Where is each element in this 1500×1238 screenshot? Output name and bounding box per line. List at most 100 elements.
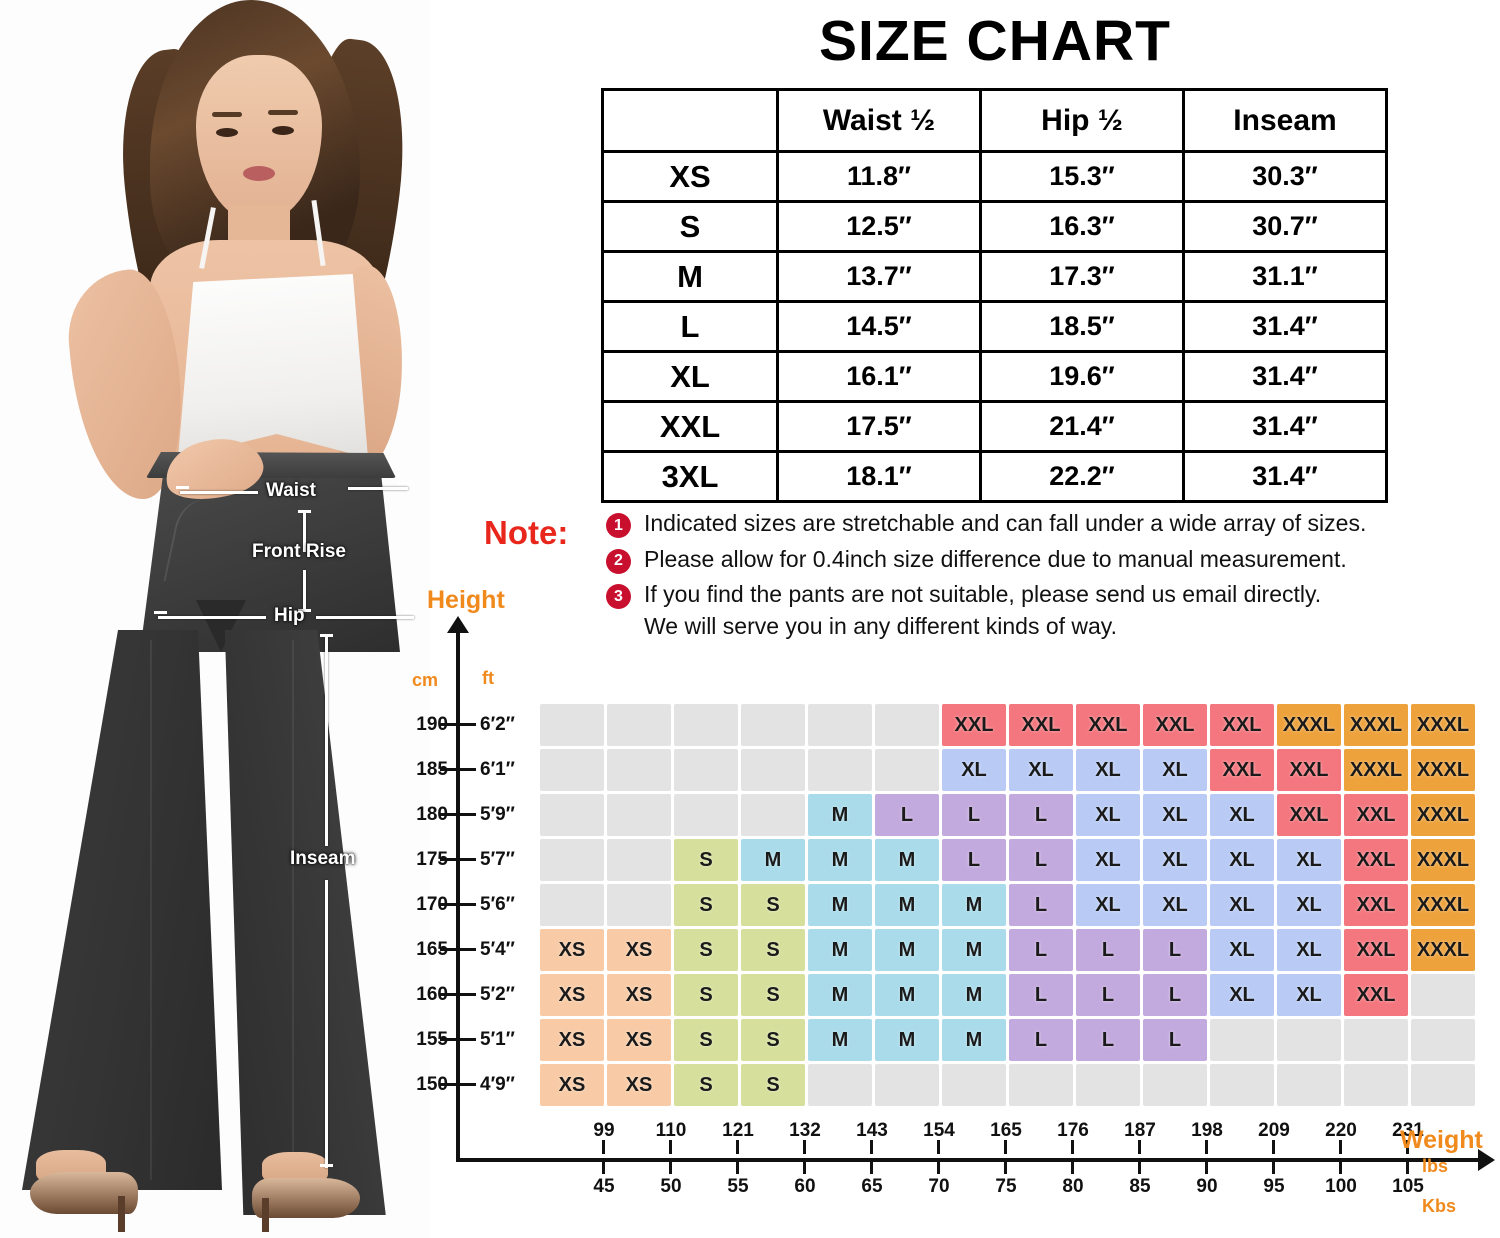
x-axis-arrow-icon — [1478, 1149, 1495, 1171]
eyebrow-right-decoration — [268, 110, 298, 115]
grid-cell-label: XXL — [1356, 983, 1396, 1006]
x-tick-mark-bottom — [1071, 1160, 1074, 1174]
cell-size: L — [601, 300, 779, 353]
grid-cell-xl: XL — [1143, 794, 1207, 836]
grid-cell-l: L — [1009, 929, 1073, 971]
grid-cell-xl: XL — [1277, 929, 1341, 971]
x-tick-mark-bottom — [937, 1160, 940, 1174]
grid-cell-empty — [875, 749, 939, 791]
grid-cell-label: M — [898, 938, 916, 961]
grid-cell-xs: XS — [607, 1064, 671, 1106]
cell-hip: 15.3″ — [979, 150, 1185, 203]
x-tick-label-kbs: 70 — [928, 1176, 950, 1197]
size-recommendation-grid: XXL XXL XXL XXL XXL XXXL XXXL XXXL XL XL XL XL XXL XX… — [540, 704, 1475, 1106]
grid-cell-xs: XS — [607, 1019, 671, 1061]
table-header-size — [601, 88, 779, 153]
grid-cell-label: XL — [1095, 893, 1121, 916]
grid-cell-label: M — [898, 1028, 916, 1051]
grid-cell-label: M — [831, 803, 849, 826]
grid-cell-label: L — [1101, 1028, 1115, 1051]
x-tick-label-lbs: 220 — [1325, 1120, 1357, 1141]
x-tick-mark-bottom — [1205, 1160, 1208, 1174]
y-tick-label-ft: 5′1″ — [480, 1029, 515, 1050]
grid-cell-xs: XS — [540, 974, 604, 1016]
grid-cell-s: S — [674, 1064, 738, 1106]
grid-cell-label: XXXL — [1282, 713, 1336, 736]
x-tick-mark-top — [1205, 1140, 1208, 1154]
x-tick-mark-top — [602, 1140, 605, 1154]
grid-cell-label: XXL — [1088, 713, 1128, 736]
grid-cell-xl: XL — [1076, 884, 1140, 926]
grid-cell-label: S — [699, 938, 713, 961]
grid-cell-label: XS — [558, 983, 586, 1006]
front-rise-callout-label: Front Rise — [252, 541, 346, 562]
pants-seam-left-decoration — [150, 640, 152, 1180]
cell-waist: 14.5″ — [776, 300, 982, 353]
x-tick-label-kbs: 60 — [794, 1176, 816, 1197]
grid-cell-xxxl: XXXL — [1277, 704, 1341, 746]
grid-cell-label: M — [831, 938, 849, 961]
cell-inseam: 31.4″ — [1182, 450, 1388, 503]
grid-cell-empty — [607, 794, 671, 836]
grid-cell-label: XXL — [1155, 713, 1195, 736]
grid-cell-label: XXXL — [1416, 713, 1470, 736]
grid-cell-empty — [741, 704, 805, 746]
grid-cell-l: L — [1009, 1019, 1073, 1061]
y-tick-mark-right — [459, 948, 476, 951]
grid-cell-label: XL — [1162, 803, 1188, 826]
grid-cell-label: XL — [1296, 938, 1322, 961]
grid-cell-l: L — [1076, 1019, 1140, 1061]
grid-cell-empty — [1411, 1019, 1475, 1061]
x-tick-label-lbs: 187 — [1124, 1120, 1156, 1141]
table-row: S 12.5″ 16.3″ 30.7″ — [601, 200, 1388, 253]
cell-size: XS — [601, 150, 779, 203]
grid-cell-empty — [1411, 1064, 1475, 1106]
grid-cell-label: XL — [1028, 758, 1054, 781]
y-tick-mark-right — [459, 813, 476, 816]
y-tick-mark-right — [459, 993, 476, 996]
grid-cell-empty — [1210, 1064, 1274, 1106]
x-tick-label-lbs: 165 — [990, 1120, 1022, 1141]
grid-cell-m: M — [875, 1019, 939, 1061]
grid-cell-s: S — [674, 839, 738, 881]
grid-cell-m: M — [808, 794, 872, 836]
grid-cell-m: M — [741, 839, 805, 881]
grid-cell-xs: XS — [540, 1064, 604, 1106]
grid-cell-label: XS — [625, 1073, 653, 1096]
grid-cell-m: M — [808, 974, 872, 1016]
y-tick-mark-left — [440, 768, 457, 771]
grid-cell-xl: XL — [1277, 839, 1341, 881]
grid-cell-label: L — [1034, 893, 1048, 916]
note-label: Note: — [484, 514, 569, 551]
grid-cell-label: XL — [1095, 758, 1121, 781]
grid-cell-xl: XL — [1076, 749, 1140, 791]
grid-cell-label: S — [699, 848, 713, 871]
grid-cell-label: L — [1034, 983, 1048, 1006]
grid-cell-xxl: XXL — [1210, 704, 1274, 746]
grid-cell-label: L — [1168, 983, 1182, 1006]
grid-cell-label: XS — [558, 1073, 586, 1096]
grid-cell-xxxl: XXXL — [1344, 749, 1408, 791]
table-header-row: Waist ½ Hip ½ Inseam — [601, 88, 1388, 153]
grid-cell-l: L — [1009, 884, 1073, 926]
cell-size: M — [601, 250, 779, 303]
grid-cell-label: XXXL — [1416, 848, 1470, 871]
note-block: Note: 1 Indicated sizes are stretchable … — [484, 508, 1444, 647]
y-tick-label-cm: 150 — [416, 1074, 448, 1095]
table-row: XS 11.8″ 15.3″ 30.3″ — [601, 150, 1388, 203]
x-tick-label-kbs: 65 — [861, 1176, 883, 1197]
grid-cell-label: XL — [1162, 758, 1188, 781]
y-axis-tick: 165 5′4″ — [400, 939, 550, 960]
grid-cell-label: XL — [1229, 803, 1255, 826]
grid-cell-label: M — [831, 893, 849, 916]
x-tick-mark-bottom — [669, 1160, 672, 1174]
y-tick-label-cm: 165 — [416, 939, 448, 960]
grid-cell-empty — [674, 749, 738, 791]
hip-line-left — [158, 616, 266, 619]
y-tick-mark-right — [459, 768, 476, 771]
grid-cell-label: M — [831, 983, 849, 1006]
grid-cell-xxl: XXL — [1344, 794, 1408, 836]
x-tick-mark-bottom — [1004, 1160, 1007, 1174]
inseam-callout-label: Inseam — [290, 848, 356, 869]
grid-cell-label: L — [1101, 983, 1115, 1006]
